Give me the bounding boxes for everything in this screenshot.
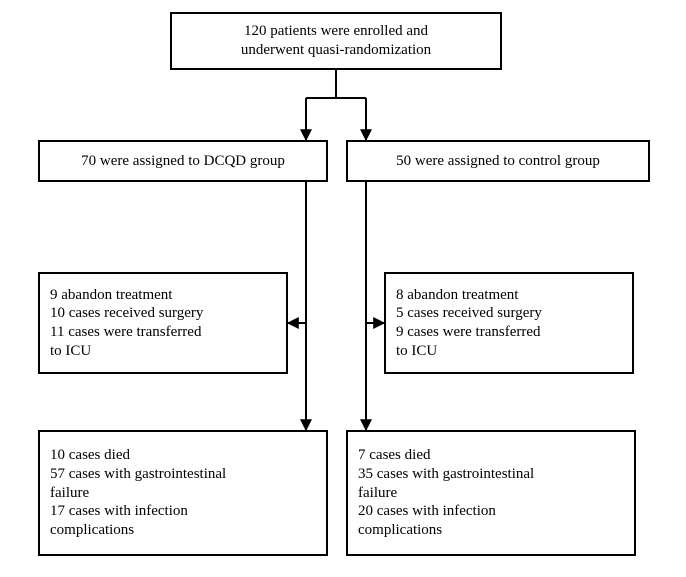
node-text-line: 50 were assigned to control group [396,152,600,171]
node-control-group: 50 were assigned to control group [346,140,650,182]
node-text-line: 35 cases with gastrointestinal [358,465,534,484]
node-text-line: 10 cases died [50,446,130,465]
node-text-line: 8 abandon treatment [396,286,518,305]
node-control-exclusions: 8 abandon treatment5 cases received surg… [384,272,634,374]
node-text-line: 120 patients were enrolled and [244,22,428,41]
node-text-line: 9 cases were transferred [396,323,541,342]
node-text-line: 9 abandon treatment [50,286,172,305]
node-text-line: complications [50,521,134,540]
node-text-line: 10 cases received surgery [50,304,203,323]
node-text-line: 7 cases died [358,446,430,465]
node-text-line: 11 cases were transferred [50,323,201,342]
node-dcqd-outcomes: 10 cases died57 cases with gastrointesti… [38,430,328,556]
node-text-line: 17 cases with infection [50,502,188,521]
node-text-line: 70 were assigned to DCQD group [81,152,285,171]
node-text-line: 20 cases with infection [358,502,496,521]
node-dcqd-group: 70 were assigned to DCQD group [38,140,328,182]
node-text-line: failure [50,484,89,503]
node-enrolled: 120 patients were enrolled andunderwent … [170,12,502,70]
node-control-outcomes: 7 cases died35 cases with gastrointestin… [346,430,636,556]
node-text-line: 5 cases received surgery [396,304,542,323]
node-text-line: failure [358,484,397,503]
node-text-line: to ICU [396,342,437,361]
node-text-line: to ICU [50,342,91,361]
node-text-line: complications [358,521,442,540]
node-dcqd-exclusions: 9 abandon treatment10 cases received sur… [38,272,288,374]
node-text-line: underwent quasi-randomization [241,41,431,60]
node-text-line: 57 cases with gastrointestinal [50,465,226,484]
